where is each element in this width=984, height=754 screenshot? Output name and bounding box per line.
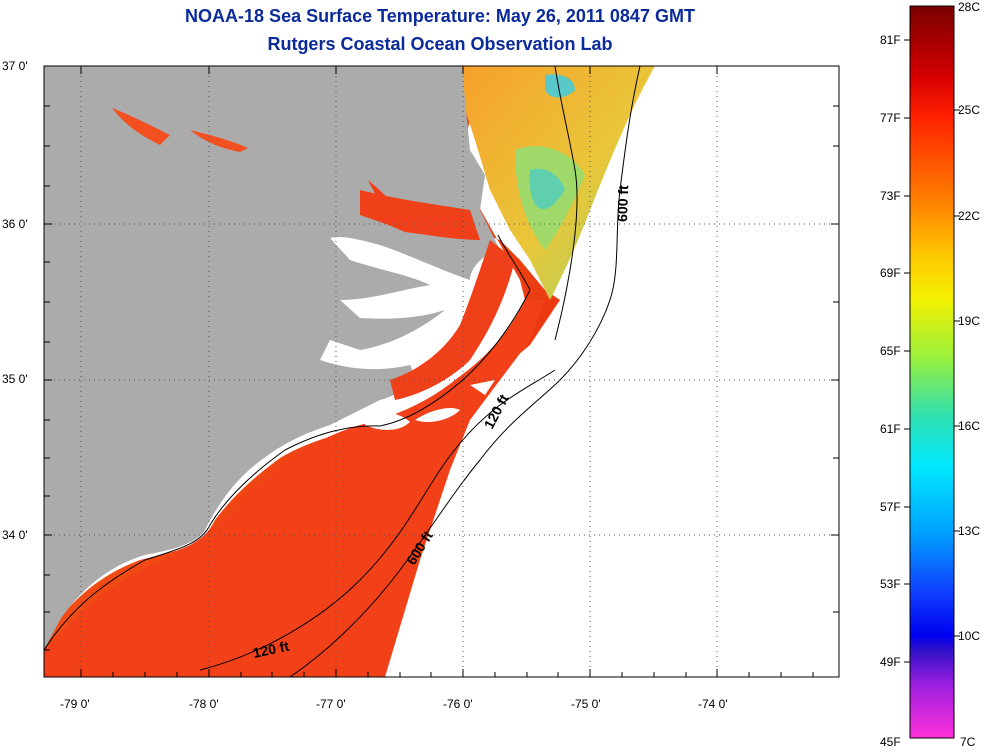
lat-label-36: 36 0' (2, 217, 28, 231)
cb-c-25: 25C (958, 103, 981, 117)
lat-label-35: 35 0' (2, 372, 28, 386)
cb-c-22: 22C (958, 209, 981, 223)
map-subtitle: Rutgers Coastal Ocean Observation Lab (267, 34, 613, 54)
sst-swath-nearshore (44, 300, 545, 677)
cb-f-81: 81F (880, 33, 901, 47)
cb-f-53: 53F (880, 577, 901, 591)
lon-label-75: -75 0' (571, 697, 601, 711)
lat-label-34: 34 0' (2, 528, 28, 542)
cb-f-73: 73F (880, 189, 901, 203)
cb-f-49: 49F (880, 655, 901, 669)
cb-c-16: 16C (958, 419, 981, 433)
cb-f-69: 69F (880, 266, 901, 280)
cb-c-19: 19C (958, 314, 981, 328)
cb-f-57: 57F (880, 500, 901, 514)
lat-label-37: 37 0' (2, 59, 28, 73)
cb-c-7: 7C (960, 735, 976, 749)
contour-label-600-upper: 600 ft (614, 185, 631, 222)
lon-label-74: -74 0' (698, 697, 728, 711)
cb-f-77: 77F (880, 111, 901, 125)
lon-label-77: -77 0' (316, 697, 346, 711)
cb-c-13: 13C (958, 524, 981, 538)
lon-label-78: -78 0' (189, 697, 219, 711)
pamlico-sound (390, 240, 515, 400)
lon-label-79: -79 0' (60, 697, 90, 711)
contour-label-120-lower: 120 ft (251, 638, 290, 661)
cb-f-65: 65F (880, 344, 901, 358)
chesapeake-inlets (112, 108, 248, 152)
colorbar (909, 5, 955, 739)
lon-label-76: -76 0' (443, 697, 473, 711)
cb-f-61: 61F (880, 422, 901, 436)
cb-f-45: 45F (880, 735, 901, 749)
cb-c-10: 10C (958, 629, 981, 643)
map-title: NOAA-18 Sea Surface Temperature: May 26,… (185, 6, 695, 26)
cb-c-28: 28C (958, 0, 981, 14)
